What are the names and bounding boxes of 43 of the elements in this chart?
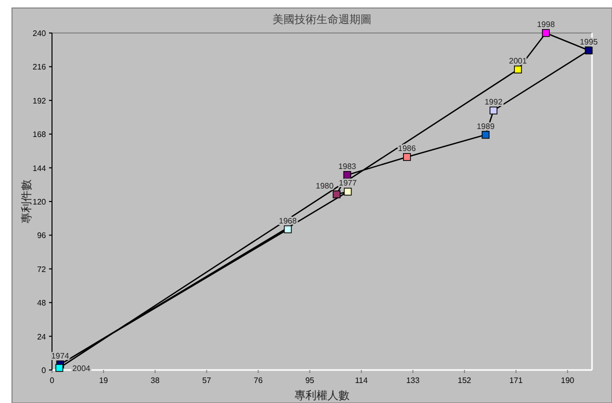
- point: [482, 130, 490, 139]
- y-tick-label: 120: [32, 198, 47, 206]
- y-tick-label: 96: [37, 231, 47, 240]
- point: [343, 171, 352, 179]
- chart-title: 美國技術生命週期圖: [272, 13, 372, 26]
- point: [584, 46, 593, 54]
- annotation: 1983: [338, 162, 357, 171]
- annotation: 1986: [398, 144, 416, 153]
- x-tick-label: 114: [354, 376, 368, 385]
- point: [332, 190, 341, 198]
- y-tick-label: 24: [37, 332, 47, 342]
- point: [284, 225, 292, 234]
- y-tick-label: 0: [42, 366, 47, 375]
- annotation: 2004: [72, 364, 91, 373]
- x-tick-label: 95: [305, 376, 315, 385]
- x-tick-label: 0: [50, 376, 55, 385]
- x-tick-label: 133: [406, 376, 420, 385]
- x-tick-label: 57: [202, 376, 212, 385]
- point: [344, 188, 352, 196]
- annotation: 1992: [484, 98, 503, 107]
- x-tick-label: 152: [458, 376, 472, 385]
- y-tick-label: 48: [37, 298, 47, 308]
- y-tick-label: 192: [32, 96, 47, 106]
- point: [514, 66, 522, 74]
- x-tick-label: 38: [150, 376, 160, 385]
- y-tick-label: 240: [32, 29, 47, 38]
- x-tick-label: 171: [509, 376, 524, 385]
- y-tick-label: 216: [32, 62, 47, 72]
- point: [55, 364, 64, 372]
- x-tick-label: 190: [560, 376, 575, 385]
- annotation: 1980: [316, 181, 334, 190]
- y-axis-title: 專利件數: [20, 180, 33, 224]
- annotation: 1995: [580, 37, 598, 46]
- y-tick-label: 168: [32, 130, 47, 140]
- point: [403, 153, 411, 161]
- y-tick-label: 72: [37, 264, 47, 274]
- x-tick-label: 76: [254, 376, 264, 385]
- annotation: 1998: [536, 20, 556, 29]
- y-tick-label: 144: [32, 164, 47, 173]
- x-axis-title: 專利權人數: [294, 389, 350, 402]
- point: [542, 29, 550, 37]
- x-tick-label: 19: [99, 376, 109, 385]
- point: [490, 106, 498, 114]
